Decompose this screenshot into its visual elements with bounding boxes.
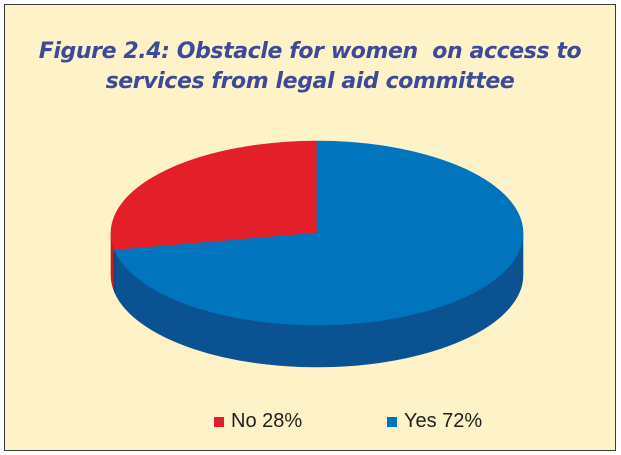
- pie-slice-no: [110, 140, 318, 251]
- pie-top-group: [110, 140, 524, 326]
- chart-title-line-2: services from legal aid committee: [105, 69, 515, 94]
- pie-slice-yes: [114, 140, 524, 326]
- chart-title: Figure 2.4: Obstacle for women on access…: [5, 37, 615, 97]
- legend-swatch-no: [214, 416, 224, 427]
- legend-item-yes: Yes 72%: [387, 410, 482, 433]
- legend-swatch-yes: [387, 416, 397, 427]
- legend-item-no: No 28%: [214, 410, 302, 433]
- chart-frame: Figure 2.4: Obstacle for women on access…: [4, 4, 616, 451]
- chart-title-line-1: Figure 2.4: Obstacle for women on access…: [38, 39, 582, 64]
- legend-label-no: No 28%: [231, 410, 303, 432]
- pie-chart: [110, 140, 524, 368]
- legend-label-yes: Yes 72%: [404, 410, 483, 432]
